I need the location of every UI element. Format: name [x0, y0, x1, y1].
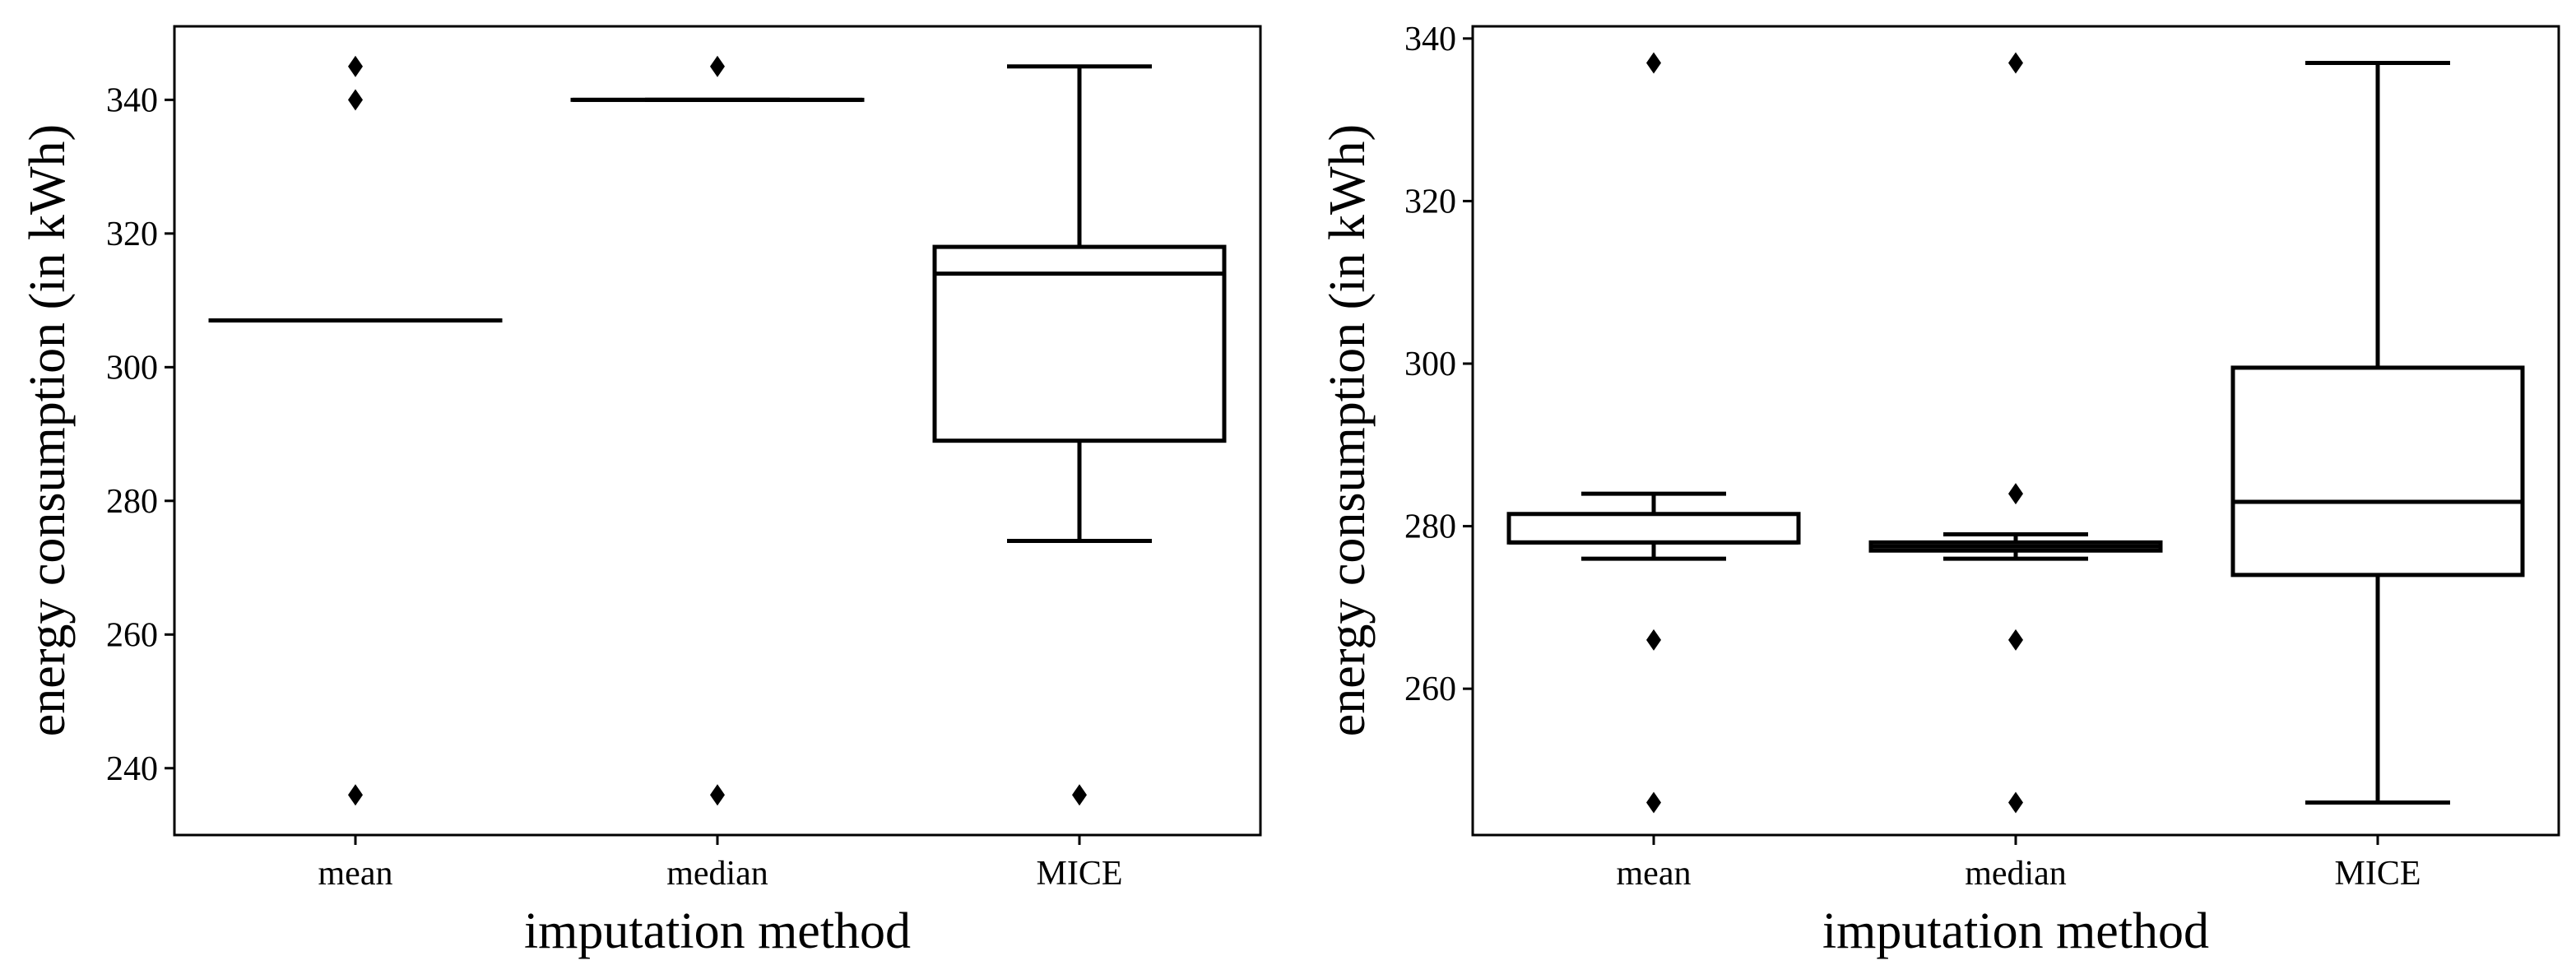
right-x-axis-label: imputation method [1822, 903, 2209, 959]
outlier-point [2008, 52, 2023, 74]
box-mice [2230, 60, 2525, 805]
y-tick-label: 240 [106, 750, 158, 788]
y-tick-label: 280 [106, 483, 158, 521]
x-tick-label-mice: MICE [1037, 855, 1123, 893]
y-tick-label: 260 [106, 616, 158, 654]
x-tick-label-mean: mean [1617, 855, 1692, 893]
right-x-axis: mean median MICE [1617, 835, 2421, 893]
box-iqr [1506, 512, 1801, 545]
outlier-point [2008, 629, 2023, 651]
y-tick-label: 260 [1404, 670, 1456, 708]
y-tick-label: 340 [1404, 21, 1456, 58]
outlier-point [1646, 791, 1661, 814]
right-y-axis: 260 280 300 320 340 [1404, 21, 1473, 708]
outlier-point [710, 784, 725, 806]
outlier-point [1646, 629, 1661, 651]
box-iqr [932, 244, 1227, 443]
right-y-axis-label: energy consumption (in kWh) [1320, 124, 1376, 736]
outlier-point [2008, 791, 2023, 814]
x-tick-label-mice: MICE [2335, 855, 2421, 893]
outlier-point [2008, 483, 2023, 505]
box-median [570, 55, 865, 806]
left-x-axis-label: imputation method [524, 903, 911, 959]
outlier-point [1646, 52, 1661, 74]
right-boxplot-panel: 260 280 300 320 340 mean median MICE energy co… [1320, 21, 2560, 959]
box-iqr [2230, 365, 2525, 578]
outlier-point [348, 55, 363, 77]
left-y-axis-label: energy consumption (in kWh) [20, 124, 76, 736]
box-median [1868, 52, 2163, 814]
y-tick-label: 320 [106, 216, 158, 253]
y-tick-label: 280 [1404, 508, 1456, 546]
x-tick-label-median: median [666, 855, 768, 893]
box-mean [208, 55, 503, 806]
box-mean [1506, 52, 1801, 814]
left-x-axis: mean median MICE [318, 835, 1123, 893]
x-tick-label-mean: mean [318, 855, 393, 893]
box-mice [932, 64, 1227, 806]
left-y-axis: 240 260 280 300 320 340 [106, 81, 174, 788]
left-boxplot-panel: 240 260 280 300 320 340 mean median MICE energy… [20, 25, 1262, 959]
outlier-point [710, 55, 725, 77]
x-tick-label-median: median [1965, 855, 2067, 893]
outlier-point [1072, 784, 1087, 806]
left-boxes [208, 55, 1227, 806]
outlier-point [348, 784, 363, 806]
y-tick-label: 300 [1404, 346, 1456, 383]
y-tick-label: 300 [106, 349, 158, 387]
right-boxes [1506, 52, 2525, 814]
y-tick-label: 320 [1404, 183, 1456, 220]
outlier-point [348, 89, 363, 111]
y-tick-label: 340 [106, 81, 158, 119]
